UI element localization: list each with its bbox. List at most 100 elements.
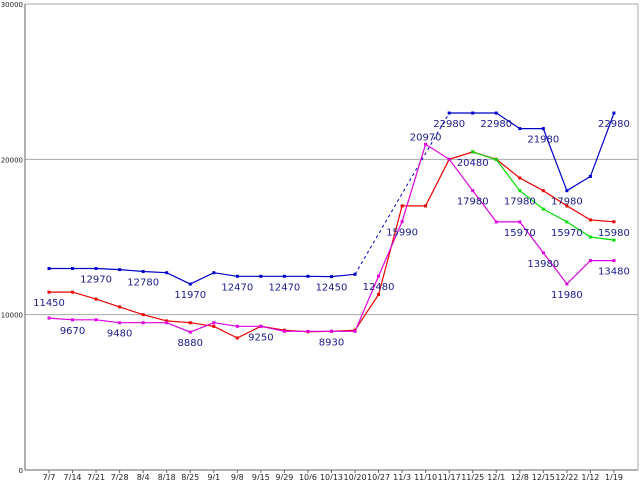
x-tick-label-12: 10/13 xyxy=(320,473,343,480)
series-2-point-22 xyxy=(565,282,569,286)
series-2-point-20 xyxy=(518,220,522,224)
series-1-point-1 xyxy=(71,290,75,294)
x-tick-label-18: 11/25 xyxy=(461,473,484,480)
data-labels: 11450 12970 9670 12780 9480 11970 8880 12470 124… xyxy=(33,119,630,349)
x-tick-label-9: 9/15 xyxy=(252,473,270,480)
x-tick-label-23: 1/12 xyxy=(581,473,599,480)
series-0-point-21 xyxy=(541,127,545,131)
data-label-7: 12470 xyxy=(221,282,253,293)
series-1-point-0 xyxy=(47,290,51,294)
series-1-point-16 xyxy=(424,204,428,208)
series-0-point-8 xyxy=(235,274,239,278)
series-3-line-0 xyxy=(472,151,615,241)
series-2-point-2 xyxy=(94,318,98,322)
y-tick-label-10000: 10000 xyxy=(1,312,23,320)
data-label-9: 9250 xyxy=(248,332,273,343)
series-0-dashed-bridge xyxy=(354,112,450,275)
x-tick-label-3: 7/28 xyxy=(111,473,129,480)
series-2-point-10 xyxy=(282,329,286,333)
x-tick-label-19: 12/1 xyxy=(487,473,505,480)
x-tick-label-24: 1/19 xyxy=(605,473,623,480)
series-1-point-15 xyxy=(400,204,404,208)
x-tick-label-20: 12/8 xyxy=(511,473,529,480)
data-label-17: 22980 xyxy=(480,119,512,130)
series-0-point-6 xyxy=(188,282,192,286)
series-2-point-18 xyxy=(471,189,475,193)
series-2-point-5 xyxy=(165,321,169,325)
series-0-point-4 xyxy=(141,269,145,273)
data-label-2: 9670 xyxy=(60,326,85,337)
x-tick-labels: 7/7 7/14 7/21 7/28 8/4 8/18 8/25 9/1 9/8 9/15 9/29… xyxy=(43,473,623,480)
series-0-point-3 xyxy=(118,268,122,272)
x-tick-label-0: 7/7 xyxy=(43,473,56,480)
data-label-25: 11980 xyxy=(551,290,583,301)
series-0-point-2 xyxy=(94,267,98,271)
series-0-line-1 xyxy=(449,112,615,192)
data-label-10: 12450 xyxy=(316,283,348,294)
data-label-15: 22980 xyxy=(433,119,465,130)
series-1-point-6 xyxy=(188,321,192,325)
series-2-point-0 xyxy=(47,316,51,320)
series-0-point-10 xyxy=(282,274,286,278)
x-tick-label-15: 11/3 xyxy=(393,473,411,480)
series-2-point-24 xyxy=(612,259,616,263)
series-2-point-16 xyxy=(424,142,428,146)
data-label-24: 15970 xyxy=(551,228,583,239)
series-0-point-11 xyxy=(306,274,310,278)
series-1-point-14 xyxy=(377,292,381,296)
x-tick-label-14: 10/27 xyxy=(367,473,390,480)
series-3-point-24 xyxy=(612,238,616,242)
series-3-point-20 xyxy=(518,189,522,193)
series-3-point-22 xyxy=(565,220,569,224)
series-2-point-19 xyxy=(494,220,498,224)
axes xyxy=(24,4,639,473)
series-0-line-0 xyxy=(49,267,356,285)
data-label-6: 8880 xyxy=(178,338,203,349)
series-points xyxy=(47,111,616,340)
data-label-12: 12480 xyxy=(363,282,395,293)
series-0-point-7 xyxy=(212,271,216,275)
series-1-point-22 xyxy=(565,204,569,208)
series-1-line-0 xyxy=(49,151,615,339)
x-tick-label-11: 10/6 xyxy=(299,473,317,480)
series-2-point-3 xyxy=(118,321,122,325)
x-tick-label-1: 7/14 xyxy=(64,473,82,480)
series-2-point-15 xyxy=(400,220,404,224)
grid xyxy=(25,3,638,316)
series-1-point-8 xyxy=(235,336,239,340)
x-tick-label-4: 8/4 xyxy=(137,473,150,480)
x-tick-label-17: 11/17 xyxy=(438,473,461,480)
series-1-point-20 xyxy=(518,176,522,180)
series-2-point-14 xyxy=(377,274,381,278)
data-label-3: 12780 xyxy=(127,277,159,288)
series-0-point-24 xyxy=(612,111,616,115)
data-label-0: 11450 xyxy=(33,298,65,309)
series-0-point-17 xyxy=(447,111,451,115)
series-2-point-6 xyxy=(188,330,192,334)
series-2-point-4 xyxy=(141,321,145,325)
series-0-point-19 xyxy=(494,111,498,115)
data-label-16: 20480 xyxy=(457,158,489,169)
series-1-point-4 xyxy=(141,313,145,317)
x-tick-label-8: 9/8 xyxy=(231,473,244,480)
series-0-point-22 xyxy=(565,189,569,193)
series-0-point-12 xyxy=(329,275,333,279)
series-0-point-20 xyxy=(518,127,522,131)
series-1-point-5 xyxy=(165,319,169,323)
series-2-point-1 xyxy=(71,318,75,322)
x-tick-label-6: 8/25 xyxy=(181,473,199,480)
series-0-point-0 xyxy=(47,267,51,271)
series-2-point-7 xyxy=(212,321,216,325)
series-2-point-12 xyxy=(329,329,333,333)
y-tick-label-30000: 30000 xyxy=(1,1,23,9)
y-tick-label-20000: 20000 xyxy=(1,156,23,164)
series-2-point-8 xyxy=(235,324,239,328)
series-2-point-17 xyxy=(447,157,451,161)
x-tick-label-5: 8/18 xyxy=(158,473,176,480)
data-label-22: 17980 xyxy=(551,197,583,208)
data-label-11: 8930 xyxy=(319,337,344,348)
data-label-1: 12970 xyxy=(80,275,112,286)
series-0-point-13 xyxy=(353,272,357,276)
x-tick-label-16: 11/10 xyxy=(414,473,437,480)
